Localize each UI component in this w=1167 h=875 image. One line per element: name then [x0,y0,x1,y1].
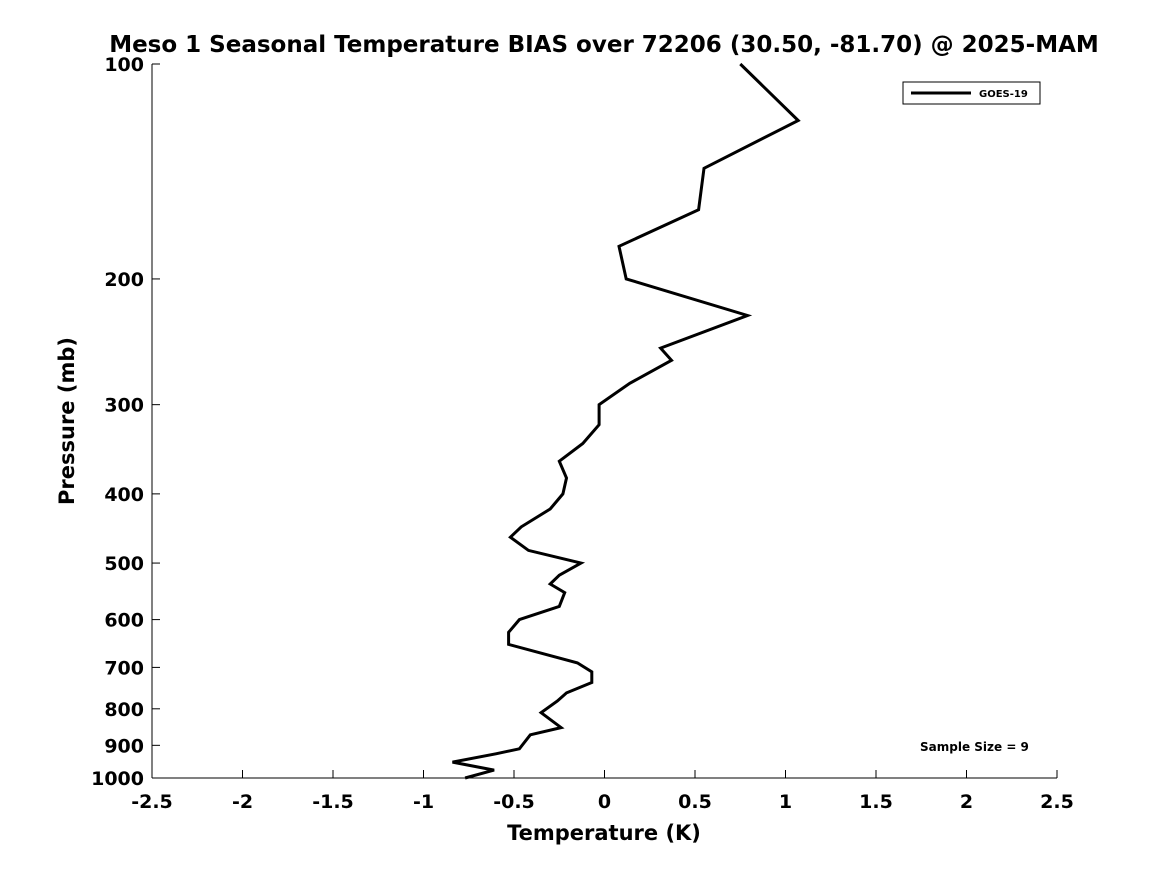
x-axis-label: Temperature (K) [507,821,701,845]
legend-box [902,81,1041,105]
y-tick-label: 100 [104,54,144,76]
y-axis-label: Pressure (mb) [55,337,79,505]
x-tick-label: 1.5 [859,791,893,813]
y-tick-label: 300 [104,395,144,417]
y-tick-label: 1000 [91,768,144,790]
x-tick-label: -0.5 [493,791,535,813]
x-ticks: -2.5 -2 -1.5 -1 -0.5 0 0.5 1 1.5 2 2.5 [131,770,1074,813]
x-tick-label: -2 [232,791,253,813]
x-tick-label: -1.5 [312,791,354,813]
x-tick-label: 0 [598,791,611,813]
sample-size-annotation: Sample Size = 9 [920,740,1029,754]
legend: GOES-19 [902,81,1041,105]
y-tick-label: 900 [104,735,144,757]
x-tick-label: 2.5 [1040,791,1074,813]
x-tick-label: 0.5 [678,791,712,813]
y-tick-label: 800 [104,699,144,721]
series-layer [452,62,801,780]
y-tick-label: 600 [104,610,144,632]
y-tick-label: 200 [104,269,144,291]
chart-title: Meso 1 Seasonal Temperature BIAS over 72… [109,32,1099,58]
x-tick-label: 1 [779,791,792,813]
y-ticks: 100 200 300 400 500 600 700 800 900 1000 [91,54,160,790]
y-tick-label: 500 [104,553,144,575]
series-line [452,62,801,780]
y-tick-label: 700 [104,657,144,679]
y-tick-label: 400 [104,484,144,506]
x-tick-label: -2.5 [131,791,173,813]
legend-label: GOES-19 [979,89,1028,100]
x-tick-label: 2 [960,791,973,813]
x-tick-label: -1 [413,791,434,813]
